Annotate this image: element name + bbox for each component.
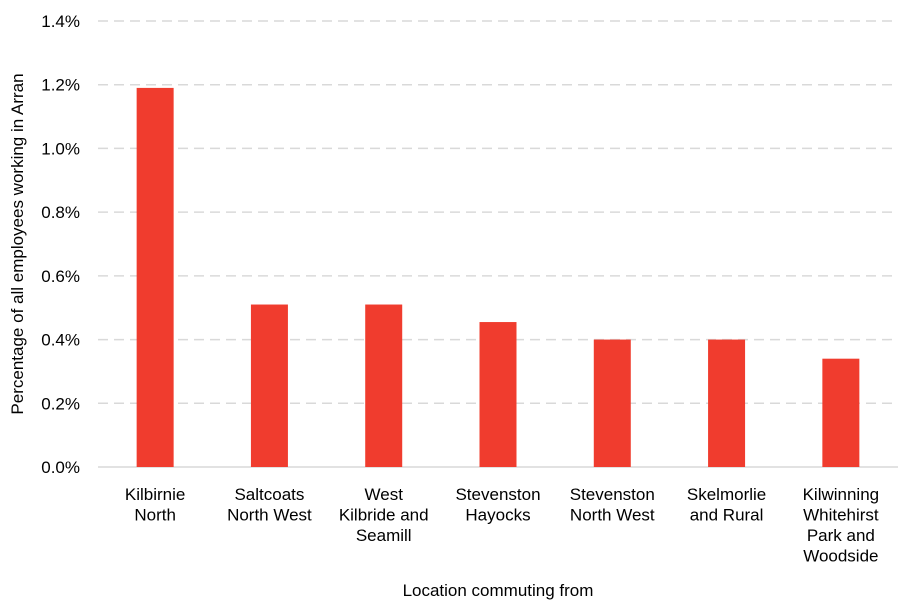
y-tick-label: 1.0% [41,139,80,158]
bar [136,87,174,468]
bar [250,304,288,467]
y-tick-label: 0.8% [41,203,80,222]
x-tick-labels: Kilbirnie North Saltcoats North West West Kil… [125,485,879,566]
y-tick-label: 0.6% [41,267,80,286]
y-axis-title: Percentage of all employees working in A… [8,73,27,414]
y-tick-label: 0.2% [41,394,80,413]
bar [708,339,746,467]
x-tick-label: Kilbirnie North [125,485,185,525]
x-tick-label: Skelmorlie and Rural [687,485,766,525]
y-tick-labels: 0.0% 0.2% 0.4% 0.6% 0.8% 1.0% 1.2% 1.4% [41,12,80,477]
x-tick-label: Stevenston Hayocks [455,485,540,525]
y-tick-label: 1.2% [41,76,80,95]
bar [593,339,631,467]
bar [479,322,517,467]
bar [365,304,403,467]
bars [136,87,860,468]
x-tick-label: West Kilbride and Seamill [339,485,429,545]
y-tick-label: 1.4% [41,12,80,31]
x-axis-title: Location commuting from [403,581,594,600]
bar [822,358,860,467]
x-tick-label: Kilwinning Whitehirst Park and Woodside [803,485,880,566]
x-tick-label: Saltcoats North West [227,485,312,525]
x-tick-label: Stevenston North West [570,485,655,525]
y-tick-label: 0.0% [41,458,80,477]
y-tick-label: 0.4% [41,331,80,350]
